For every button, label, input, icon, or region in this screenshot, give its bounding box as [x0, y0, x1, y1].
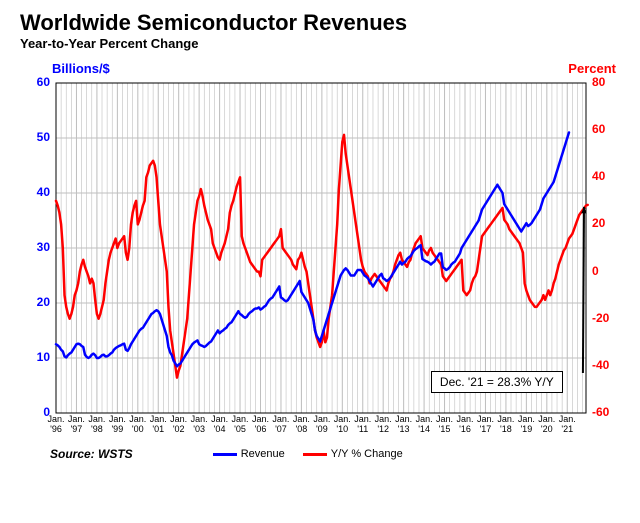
x-axis-tick: Jan.'14: [413, 415, 435, 435]
legend-swatch-yoy: [303, 453, 327, 456]
chart-area: Billions/$ Percent Dec. '21 = 28.3% Y/Y …: [20, 65, 616, 441]
y-right-tick: 0: [592, 264, 599, 278]
y-left-tick: 10: [20, 350, 50, 364]
y-right-tick: 80: [592, 75, 605, 89]
y-left-tick: 20: [20, 295, 50, 309]
x-axis-tick: Jan.'97: [65, 415, 87, 435]
chart-title: Worldwide Semiconductor Revenues: [20, 10, 620, 36]
legend-item-yoy: Y/Y % Change: [303, 448, 403, 460]
y-left-tick: 30: [20, 240, 50, 254]
x-axis-tick: Jan.'96: [45, 415, 67, 435]
x-axis-tick: Jan.'04: [209, 415, 231, 435]
legend-label-yoy: Y/Y % Change: [331, 448, 403, 460]
x-axis-tick: Jan.'00: [127, 415, 149, 435]
source-label: Source: WSTS: [50, 447, 133, 461]
x-axis-tick: Jan.'99: [106, 415, 128, 435]
legend-item-revenue: Revenue: [213, 448, 285, 460]
x-axis-tick: Jan.'06: [250, 415, 272, 435]
x-axis-tick: Jan.'21: [556, 415, 578, 435]
y-right-tick: 60: [592, 122, 605, 136]
x-axis-tick: Jan.'01: [147, 415, 169, 435]
x-axis-tick: Jan.'12: [372, 415, 394, 435]
y-right-tick: -60: [592, 405, 609, 419]
x-axis-tick: Jan.'98: [86, 415, 108, 435]
x-axis-tick: Jan.'02: [168, 415, 190, 435]
y-left-tick: 60: [20, 75, 50, 89]
y-right-tick: 20: [592, 216, 605, 230]
x-axis-tick: Jan.'03: [188, 415, 210, 435]
x-axis-tick: Jan.'07: [270, 415, 292, 435]
chart-footer: Source: WSTS Revenue Y/Y % Change: [20, 447, 620, 461]
x-axis-tick: Jan.'16: [454, 415, 476, 435]
x-axis-tick: Jan.'18: [495, 415, 517, 435]
x-axis-tick: Jan.'08: [290, 415, 312, 435]
chart-legend: Revenue Y/Y % Change: [213, 448, 403, 460]
x-axis-tick: Jan.'13: [393, 415, 415, 435]
x-axis-tick: Jan.'09: [311, 415, 333, 435]
y-right-tick: -20: [592, 311, 609, 325]
legend-label-revenue: Revenue: [241, 448, 285, 460]
x-axis-tick: Jan.'20: [536, 415, 558, 435]
y-left-tick: 50: [20, 130, 50, 144]
annotation-box: Dec. '21 = 28.3% Y/Y: [431, 371, 563, 393]
x-axis-tick: Jan.'11: [352, 415, 374, 435]
x-axis-tick: Jan.'10: [331, 415, 353, 435]
y-right-tick: 40: [592, 169, 605, 183]
y-left-tick: 40: [20, 185, 50, 199]
x-axis-tick: Jan.'17: [474, 415, 496, 435]
chart-subtitle: Year-to-Year Percent Change: [20, 36, 620, 51]
x-axis-tick: Jan.'19: [515, 415, 537, 435]
legend-swatch-revenue: [213, 453, 237, 456]
x-axis-tick: Jan.'05: [229, 415, 251, 435]
y-right-tick: -40: [592, 358, 609, 372]
x-axis-tick: Jan.'15: [434, 415, 456, 435]
